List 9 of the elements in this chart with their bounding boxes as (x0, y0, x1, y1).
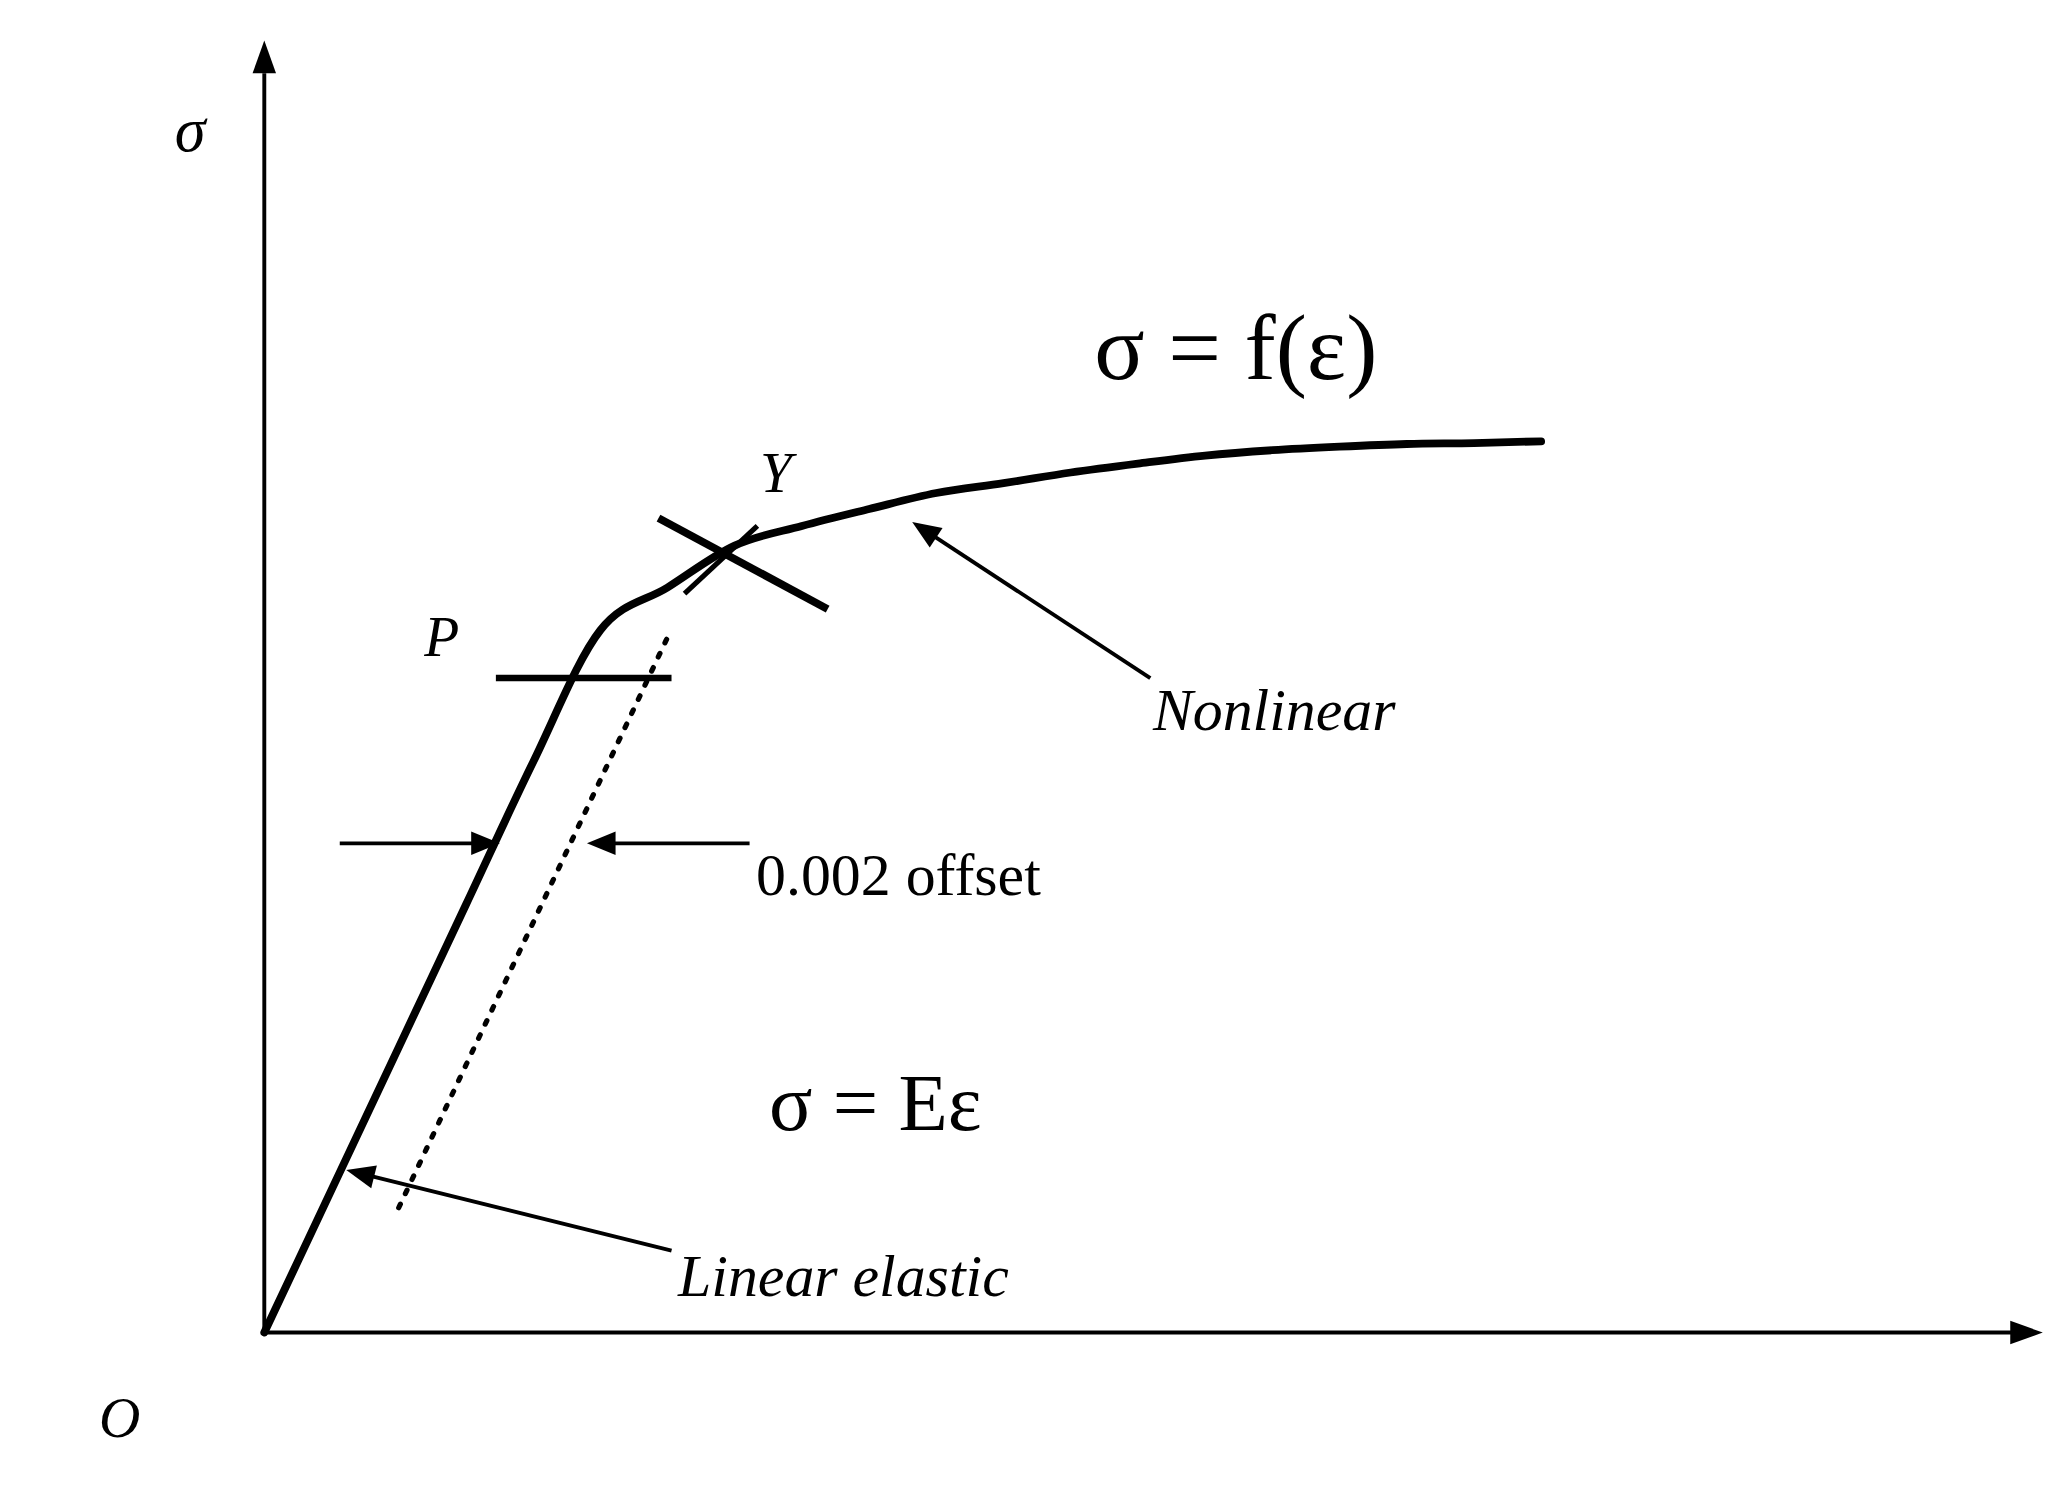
annotation: 0.002 offset (756, 842, 1042, 909)
annotation: Y (759, 441, 797, 505)
annotation: σ = Eε (769, 1057, 982, 1147)
annotation: P (423, 604, 460, 668)
text: σ = f(ε) (1094, 295, 1378, 399)
text: O (99, 1385, 141, 1449)
annotation: Nonlinear (1151, 677, 1397, 744)
y-axis-title: σ (174, 95, 208, 166)
annotation: Linear elastic (677, 1243, 1009, 1310)
